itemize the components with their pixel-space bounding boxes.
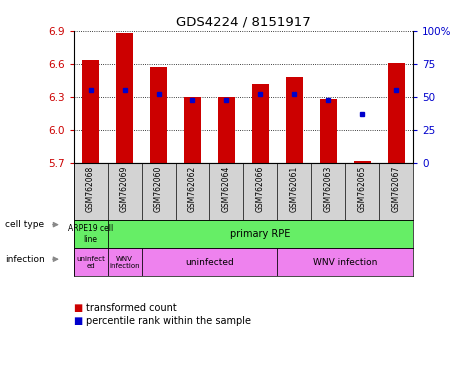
Text: uninfected: uninfected — [185, 258, 234, 267]
Text: GSM762068: GSM762068 — [86, 166, 95, 212]
Text: transformed count: transformed count — [86, 303, 176, 313]
Text: GSM762062: GSM762062 — [188, 166, 197, 212]
Text: percentile rank within the sample: percentile rank within the sample — [86, 316, 250, 326]
Bar — [74, 248, 107, 276]
Text: GSM762065: GSM762065 — [358, 166, 367, 212]
Bar — [388, 63, 405, 163]
Bar — [218, 97, 235, 163]
Bar — [150, 67, 167, 163]
Text: cell type: cell type — [5, 220, 44, 229]
Bar — [116, 33, 133, 163]
Bar — [142, 248, 277, 276]
Bar — [277, 248, 413, 276]
Text: ■: ■ — [74, 303, 83, 313]
Text: infection: infection — [5, 255, 45, 264]
Text: ARPE19 cell
line: ARPE19 cell line — [68, 224, 113, 243]
Text: ■: ■ — [74, 316, 83, 326]
Text: GSM762063: GSM762063 — [324, 166, 333, 212]
Bar — [184, 97, 201, 163]
Bar — [286, 77, 303, 163]
Text: GSM762061: GSM762061 — [290, 166, 299, 212]
Text: GSM762060: GSM762060 — [154, 166, 163, 212]
Text: WNV infection: WNV infection — [313, 258, 378, 267]
Text: GSM762067: GSM762067 — [392, 166, 401, 212]
Text: primary RPE: primary RPE — [230, 229, 291, 239]
Text: uninfect
ed: uninfect ed — [76, 256, 105, 269]
Text: GSM762069: GSM762069 — [120, 166, 129, 212]
Text: WNV
infection: WNV infection — [109, 256, 140, 269]
Bar — [252, 84, 269, 163]
Bar — [107, 248, 142, 276]
Text: GSM762064: GSM762064 — [222, 166, 231, 212]
Bar — [320, 99, 337, 163]
Title: GDS4224 / 8151917: GDS4224 / 8151917 — [176, 15, 311, 28]
Bar — [82, 61, 99, 163]
Text: GSM762066: GSM762066 — [256, 166, 265, 212]
Bar — [74, 220, 107, 248]
Bar — [354, 161, 371, 163]
